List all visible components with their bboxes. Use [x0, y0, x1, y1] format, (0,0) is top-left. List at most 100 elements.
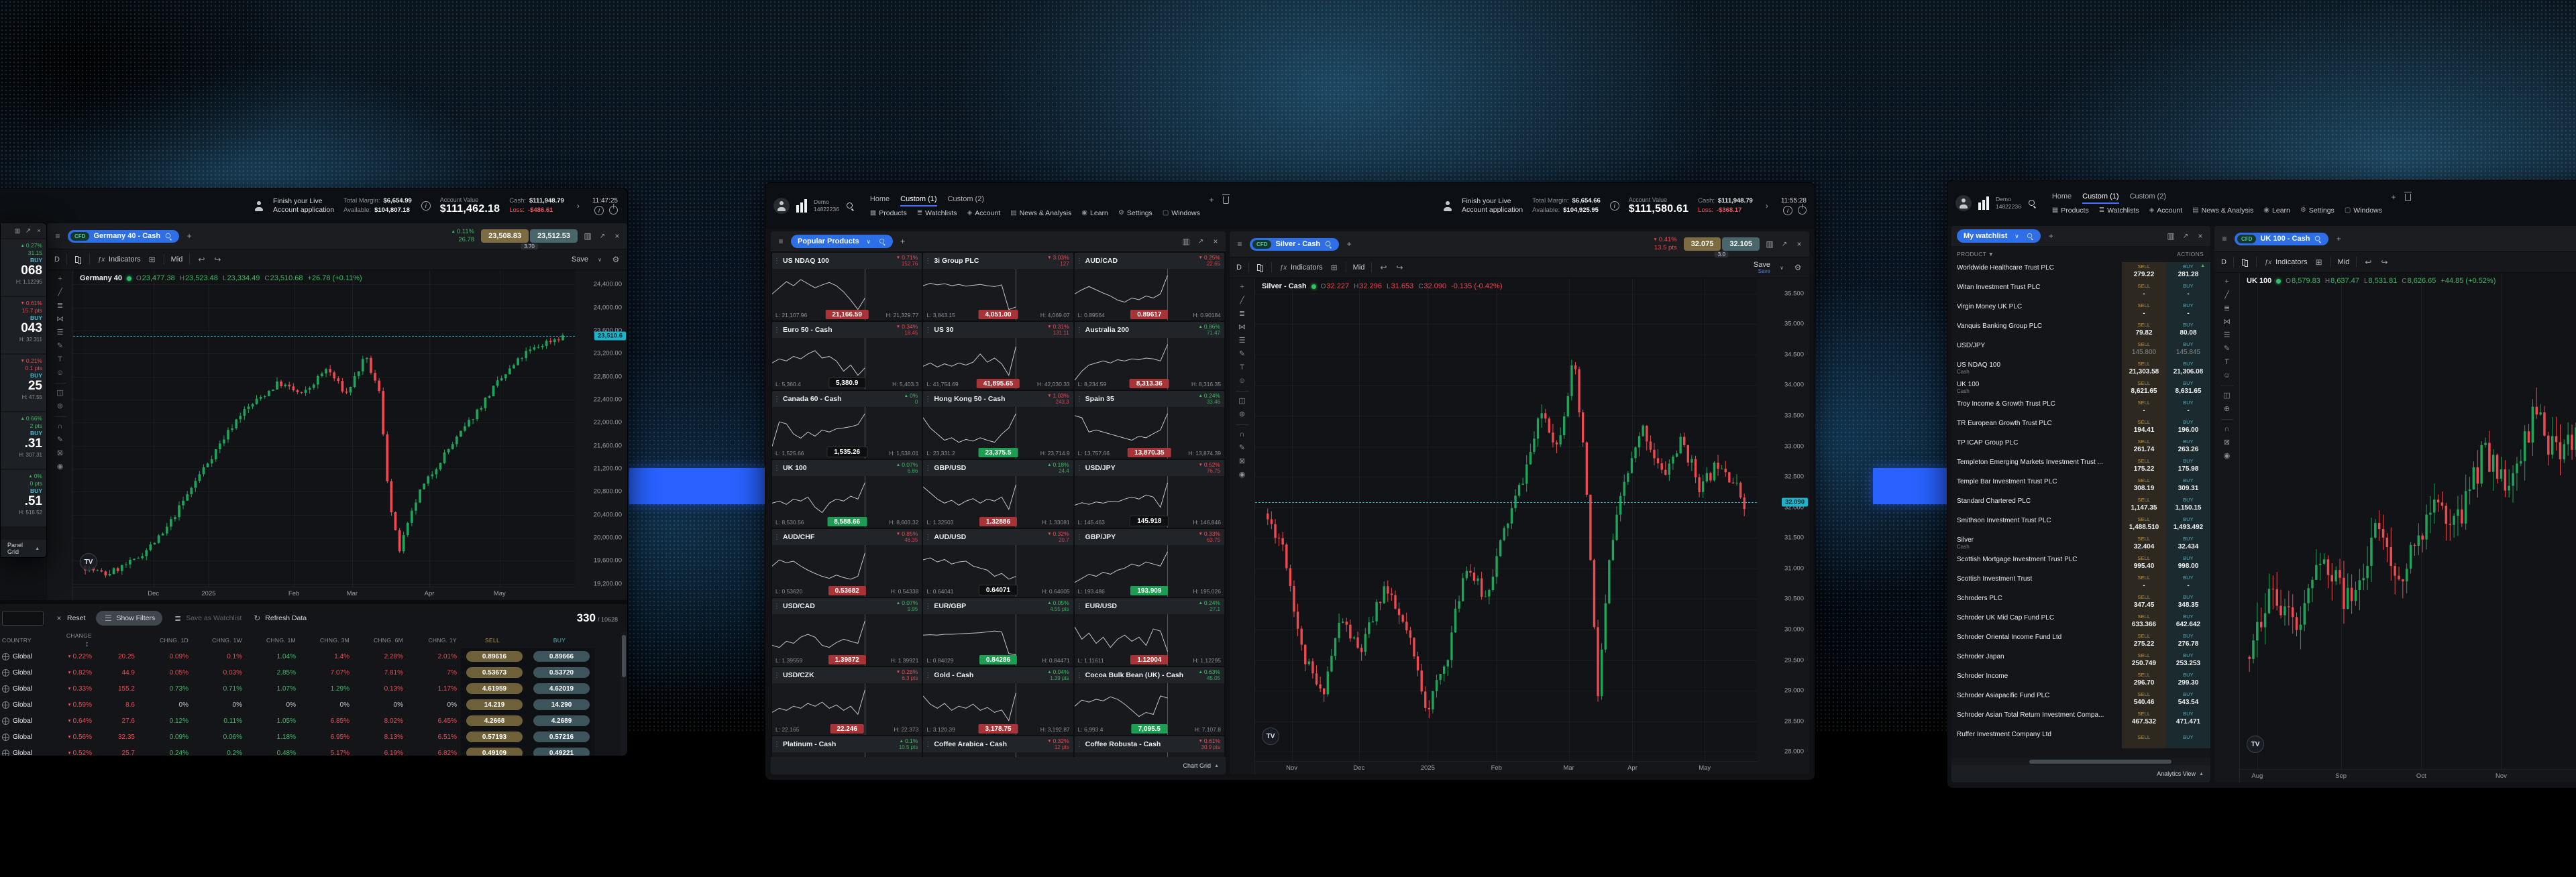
expand-icon[interactable]: [1780, 241, 1789, 248]
watchlist-selector[interactable]: Popular Products: [791, 235, 893, 248]
undo-icon[interactable]: [2363, 257, 2373, 267]
buy-price-button[interactable]: BUY 281.28: [2166, 262, 2210, 282]
forecast-icon[interactable]: ☰: [2223, 331, 2231, 339]
watchlist-tile[interactable]: ⋮ Spain 35 0.24%33.46 L: 13,757.66 13,87…: [1074, 391, 1224, 459]
watchlist-tile[interactable]: ⋮ USD/JPY 0.52%76.75 L: 145.463 145.918 …: [1074, 460, 1224, 528]
analytics-view-toggle[interactable]: Analytics View ▲: [1951, 765, 2210, 782]
chart-settings-icon[interactable]: ⚙: [612, 255, 620, 264]
nav-item[interactable]: Learn: [1081, 209, 1108, 217]
tile-price[interactable]: 1.39872: [828, 655, 866, 664]
close-icon[interactable]: [1211, 237, 1220, 246]
buy-price-button[interactable]: 23,512.53: [530, 229, 578, 243]
screener-row[interactable]: Global 0.59% 8.6 0%0%0%0%0%0% 14.219 14.…: [0, 697, 627, 713]
trash-icon[interactable]: [1222, 194, 1230, 204]
watchlist-tile[interactable]: ⋮ AUD/CAD 0.25%22.65 L: 0.89564 0.89617 …: [1074, 253, 1224, 320]
panel-columns-icon[interactable]: [14, 227, 21, 235]
buy-price-button[interactable]: 14.290: [533, 699, 590, 710]
buy-price-button[interactable]: BUY 276.78: [2166, 632, 2210, 651]
refresh-data-button[interactable]: Refresh Data: [252, 613, 307, 623]
watchlist-tile[interactable]: ⋮ US NDAQ 100 0.71%152.76 L: 21,107.96 2…: [772, 253, 922, 320]
price-source-button[interactable]: Mid: [170, 255, 183, 264]
sell-price-button[interactable]: 4.61959: [466, 683, 523, 694]
menu-icon[interactable]: [53, 231, 62, 241]
sell-price-button[interactable]: SELL 467.532: [2122, 709, 2166, 729]
close-icon[interactable]: [36, 227, 42, 234]
price-source-button[interactable]: Mid: [1352, 264, 1365, 272]
buy-price-button[interactable]: 4.2689: [533, 715, 590, 726]
time-axis[interactable]: Nov Dec 2025 Feb Mar Apr May: [1255, 761, 1757, 774]
info-icon[interactable]: i: [1783, 205, 1792, 215]
screener-row[interactable]: Global 0.56% 32.35 0.09%0.06%1.18%6.95%8…: [0, 729, 627, 745]
watchlist-tile[interactable]: ⋮ EUR/GBP 0.05%4.55 pts L: 0.84029 0.842…: [923, 598, 1073, 666]
tile-price[interactable]: 3,178.75: [978, 724, 1018, 734]
sell-price-button[interactable]: 14.219: [466, 699, 523, 710]
drag-handle[interactable]: ⋮: [1075, 464, 1083, 472]
sell-price-button[interactable]: SELL 194.41: [2122, 418, 2166, 437]
sell-price-button[interactable]: 0.57193: [466, 732, 523, 742]
chevron-right-icon[interactable]: [1762, 201, 1772, 211]
watchlist-tile[interactable]: ⋮ USD/CZK 0.28%6.3 pts L: 22.165 22.246 …: [772, 667, 922, 735]
panel-columns-icon[interactable]: [1765, 239, 1774, 249]
watchlist-tile[interactable]: ⋮ Cocoa Bulk Bean (UK) - Cash 0.63%45.05…: [1074, 667, 1224, 735]
add-workspace-icon[interactable]: [2389, 192, 2398, 202]
search-icon[interactable]: [846, 202, 854, 210]
text-icon[interactable]: T: [2224, 358, 2229, 366]
panel-grid-toggle[interactable]: Panel Grid ▲: [1, 540, 46, 557]
fib-lines-icon[interactable]: ≣: [1238, 310, 1246, 318]
sell-price-button[interactable]: SELL 1,488.510: [2122, 515, 2166, 534]
zoom-in-icon[interactable]: ⊕: [2223, 405, 2231, 413]
lock-icon[interactable]: ⊠: [2223, 438, 2231, 447]
watchlist-row[interactable]: Smithson Investment Trust PLC SELL 1,488…: [1951, 515, 2210, 534]
buy-price-button[interactable]: BUY -: [2166, 282, 2210, 301]
eye-icon[interactable]: ◉: [2223, 452, 2231, 460]
drag-handle[interactable]: ⋮: [924, 740, 932, 748]
workspace-tab[interactable]: Home: [2051, 192, 2072, 200]
chart-plot-silver[interactable]: Silver - Cash O32.227 H32.296 L31.653 C3…: [1255, 278, 1757, 761]
trendline-icon[interactable]: ╱: [1240, 296, 1244, 304]
layout-grid-icon[interactable]: [1330, 263, 1339, 272]
sell-price-button[interactable]: SELL 8,621.65: [2122, 379, 2166, 398]
zoom-in-icon[interactable]: ⊕: [1238, 410, 1246, 418]
screener-row[interactable]: Global 0.33% 155.2 0.73%0.71%1.07%1.29%0…: [0, 681, 627, 697]
buy-price-button[interactable]: BUY -: [2166, 301, 2210, 320]
candle-style-icon[interactable]: [74, 255, 83, 264]
sell-price-button[interactable]: SELL 995.40: [2122, 554, 2166, 573]
drag-handle[interactable]: ⋮: [1075, 740, 1083, 748]
tile-price[interactable]: 4,051.00: [978, 310, 1018, 319]
quote-price[interactable]: .31: [24, 436, 42, 451]
close-icon[interactable]: [612, 231, 622, 241]
buy-price-button[interactable]: BUY 145.845: [2166, 340, 2210, 359]
watchlist-tile[interactable]: ⋮ AUD/CHF 0.85%46.35 L: 0.53620 0.53682 …: [772, 529, 922, 597]
nav-item[interactable]: Settings: [2300, 207, 2334, 215]
brush-icon[interactable]: ✎: [1238, 350, 1246, 358]
measure-icon[interactable]: ◫: [2223, 392, 2231, 400]
pattern-icon[interactable]: ⋈: [1238, 323, 1246, 331]
text-icon[interactable]: T: [1240, 363, 1244, 371]
indicators-button[interactable]: Indicators: [97, 255, 141, 264]
buy-price-button[interactable]: 4.62019: [533, 683, 590, 694]
tile-price[interactable]: 0.53682: [828, 586, 866, 595]
save-button[interactable]: Save: [1753, 260, 1770, 269]
interval-button[interactable]: D: [1236, 264, 1242, 272]
add-tab-icon[interactable]: [1344, 239, 1354, 249]
info-icon[interactable]: i: [421, 201, 431, 211]
menu-icon[interactable]: [1235, 239, 1244, 249]
chevron-right-icon[interactable]: [574, 201, 583, 211]
layout-grid-icon[interactable]: [2314, 257, 2324, 267]
buy-price-button[interactable]: BUY 196.00: [2166, 418, 2210, 437]
nav-item[interactable]: News & Analysis: [1010, 209, 1072, 217]
watchlist-row[interactable]: Standard Chartered PLC SELL 1,147.35 BUY…: [1951, 495, 2210, 515]
close-icon[interactable]: [2196, 231, 2205, 241]
drag-handle[interactable]: ⋮: [924, 395, 932, 403]
workspace-tab[interactable]: Custom (2): [947, 194, 984, 203]
panel-columns-icon[interactable]: [1181, 237, 1191, 246]
panel-columns-icon[interactable]: [583, 231, 592, 241]
drag-handle[interactable]: ⋮: [924, 464, 932, 472]
buy-price-button[interactable]: 0.53720: [533, 667, 590, 678]
drag-handle[interactable]: ⋮: [1075, 533, 1083, 541]
drag-handle[interactable]: ⋮: [773, 671, 780, 679]
sell-price-button[interactable]: SELL 347.45: [2122, 593, 2166, 612]
expand-icon[interactable]: [1196, 238, 1205, 245]
workspace-tab[interactable]: Home: [869, 194, 890, 203]
buy-price-button[interactable]: BUY -: [2166, 573, 2210, 593]
